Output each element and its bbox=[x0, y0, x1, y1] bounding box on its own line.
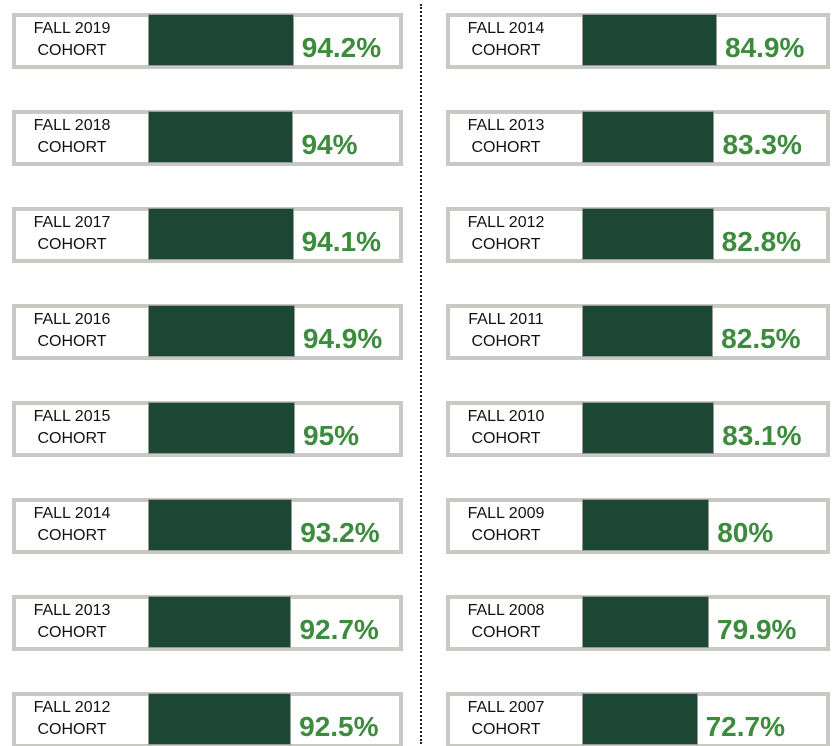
category-label: FALL 2007 COHORT bbox=[467, 699, 545, 738]
value-label: 94.9% bbox=[302, 323, 383, 354]
bar bbox=[582, 208, 714, 260]
category-label: FALL 2019 COHORT bbox=[33, 20, 111, 59]
bar bbox=[148, 596, 292, 648]
bar bbox=[148, 693, 292, 745]
value-label: 93.2% bbox=[300, 517, 380, 548]
category-label: FALL 2013 COHORT bbox=[467, 117, 545, 156]
category-label: FALL 2014 COHORT bbox=[467, 20, 545, 59]
bar bbox=[582, 305, 714, 357]
bar bbox=[582, 111, 715, 163]
category-label: FALL 2009 COHORT bbox=[467, 505, 545, 544]
value-label: 94% bbox=[301, 129, 358, 160]
bar bbox=[148, 208, 294, 260]
value-label: 83.1% bbox=[722, 420, 802, 451]
category-label: FALL 2011 COHORT bbox=[468, 311, 544, 350]
value-label: 82.5% bbox=[721, 323, 801, 354]
value-label: 94.1% bbox=[301, 226, 381, 257]
value-label: 94.2% bbox=[301, 32, 382, 63]
bar bbox=[148, 14, 294, 66]
bar bbox=[148, 111, 294, 163]
category-label: FALL 2010 COHORT bbox=[467, 408, 545, 447]
bar bbox=[148, 402, 295, 454]
category-label: FALL 2016 COHORT bbox=[33, 311, 111, 350]
bar bbox=[148, 305, 295, 357]
value-label: 83.3% bbox=[722, 129, 802, 160]
bar bbox=[148, 499, 293, 551]
value-label: 92.7% bbox=[299, 614, 379, 645]
value-label: 92.5% bbox=[299, 711, 379, 742]
category-label: FALL 2012 COHORT bbox=[33, 699, 111, 738]
category-label: FALL 2008 COHORT bbox=[467, 602, 545, 641]
category-label: FALL 2013 COHORT bbox=[33, 602, 111, 641]
bar bbox=[582, 693, 698, 745]
category-label: FALL 2014 COHORT bbox=[33, 505, 111, 544]
category-label: FALL 2018 COHORT bbox=[33, 117, 111, 156]
category-label: FALL 2017 COHORT bbox=[33, 214, 111, 253]
category-label: FALL 2012 COHORT bbox=[467, 214, 545, 253]
value-label: 72.7% bbox=[705, 711, 785, 742]
value-label: 80% bbox=[717, 517, 774, 548]
bar bbox=[582, 499, 710, 551]
value-label: 84.9% bbox=[725, 32, 805, 63]
bar bbox=[582, 402, 715, 454]
value-label: 95% bbox=[303, 420, 360, 451]
category-label: FALL 2015 COHORT bbox=[33, 408, 111, 447]
bar bbox=[582, 596, 710, 648]
value-label: 82.8% bbox=[721, 226, 802, 257]
value-label: 79.9% bbox=[717, 614, 797, 645]
bar bbox=[582, 14, 717, 66]
divider bbox=[420, 4, 422, 744]
